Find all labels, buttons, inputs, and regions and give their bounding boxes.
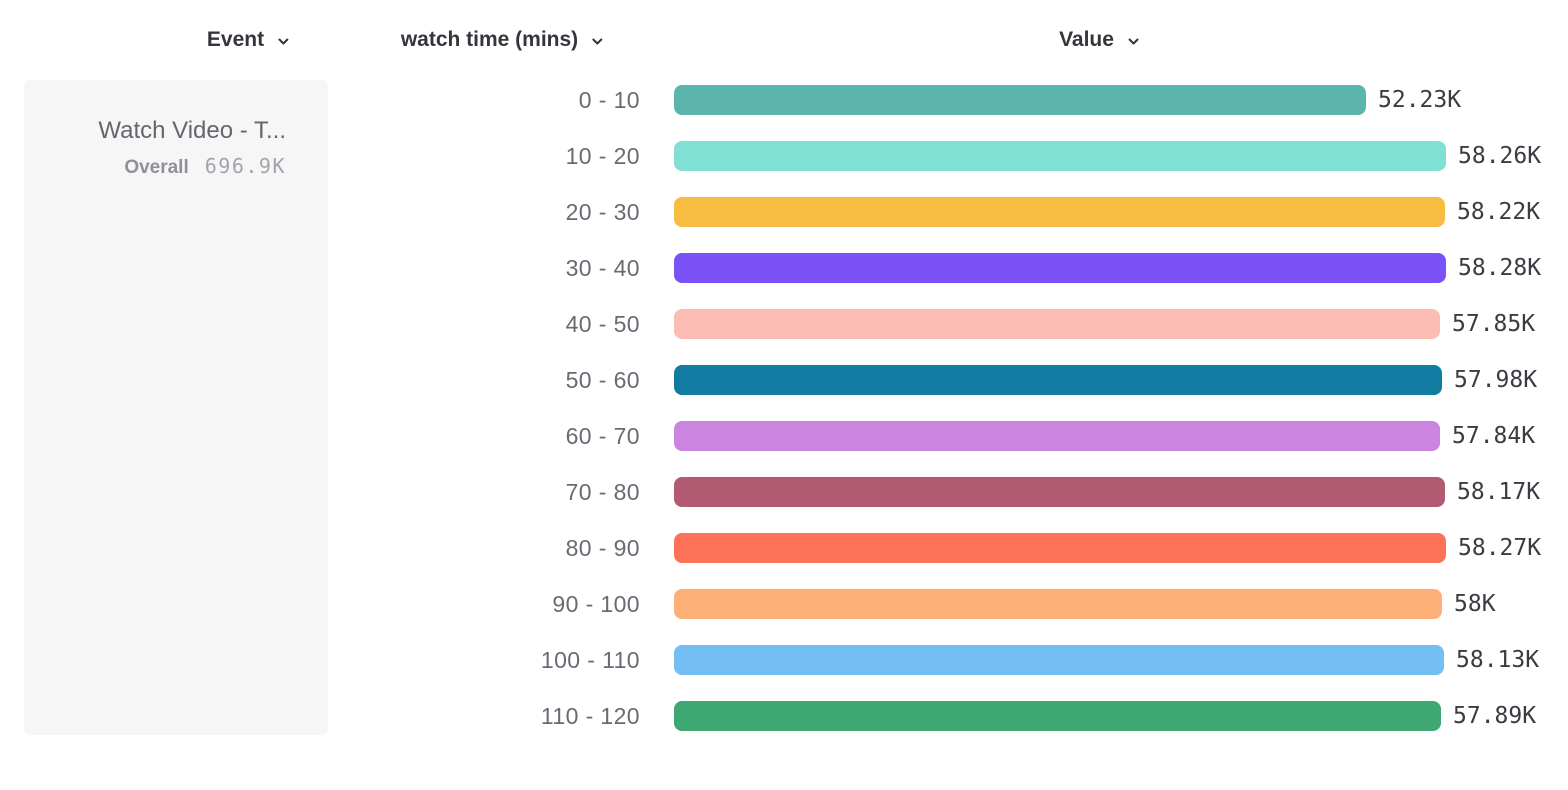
overall-row: Overall 696.9K bbox=[98, 154, 286, 179]
value-label: 52.23K bbox=[1378, 87, 1462, 113]
overall-label: Overall bbox=[124, 157, 189, 178]
value-label: 58.22K bbox=[1457, 199, 1541, 225]
chart-row: 40 - 50 57.85K bbox=[0, 309, 1568, 339]
bucket-label: 50 - 60 bbox=[565, 366, 640, 393]
chart-row: 100 - 110 58.13K bbox=[0, 645, 1568, 675]
chart-row: 10 - 20 58.26K bbox=[0, 141, 1568, 171]
value-column-label: Value bbox=[1059, 28, 1114, 51]
bucket-label: 0 - 10 bbox=[578, 86, 640, 113]
bucket-label: 80 - 90 bbox=[565, 534, 640, 561]
bucket-label: 10 - 20 bbox=[565, 142, 640, 169]
value-label: 58.17K bbox=[1457, 479, 1541, 505]
chart-row: 30 - 40 58.28K bbox=[0, 253, 1568, 283]
value-bar[interactable] bbox=[674, 533, 1446, 563]
event-name[interactable]: Watch Video - T... bbox=[98, 117, 286, 144]
value-label: 57.85K bbox=[1452, 311, 1536, 337]
value-label: 58.28K bbox=[1458, 255, 1542, 281]
overall-value: 696.9K bbox=[204, 154, 286, 178]
value-bar[interactable] bbox=[674, 421, 1440, 451]
value-label: 58K bbox=[1454, 591, 1496, 617]
bucket-label: 100 - 110 bbox=[540, 646, 640, 673]
event-column-header[interactable]: Event bbox=[207, 28, 291, 52]
value-bar[interactable] bbox=[674, 309, 1440, 339]
value-bar[interactable] bbox=[674, 253, 1446, 283]
event-column-label: Event bbox=[206, 28, 265, 51]
value-bar[interactable] bbox=[674, 645, 1444, 675]
value-label: 57.84K bbox=[1452, 423, 1536, 449]
value-label: 58.26K bbox=[1458, 143, 1542, 169]
value-label: 57.89K bbox=[1453, 703, 1537, 729]
bucket-label: 30 - 40 bbox=[565, 254, 640, 281]
value-bar[interactable] bbox=[674, 141, 1446, 171]
chevron-down-icon bbox=[590, 34, 605, 49]
value-label: 58.27K bbox=[1458, 535, 1542, 561]
chevron-down-icon bbox=[1126, 34, 1141, 49]
value-bar[interactable] bbox=[674, 85, 1366, 115]
bucket-label: 40 - 50 bbox=[565, 310, 640, 337]
breakdown-column-header[interactable]: watch time (mins) bbox=[401, 28, 605, 52]
bar-chart: 0 - 10 52.23K 10 - 20 58.26K 20 - 30 58.… bbox=[0, 85, 1568, 757]
chart-row: 90 - 100 58K bbox=[0, 589, 1568, 619]
chart-row: 20 - 30 58.22K bbox=[0, 197, 1568, 227]
chart-row: 110 - 120 57.89K bbox=[0, 701, 1568, 731]
chart-row: 0 - 10 52.23K bbox=[0, 85, 1568, 115]
value-bar[interactable] bbox=[674, 365, 1442, 395]
value-bar[interactable] bbox=[674, 477, 1445, 507]
bucket-label: 60 - 70 bbox=[565, 422, 640, 449]
chart-row: 80 - 90 58.27K bbox=[0, 533, 1568, 563]
value-label: 58.13K bbox=[1456, 647, 1540, 673]
bucket-label: 90 - 100 bbox=[552, 590, 640, 617]
bucket-label: 70 - 80 bbox=[565, 478, 640, 505]
value-bar[interactable] bbox=[674, 589, 1442, 619]
value-bar[interactable] bbox=[674, 701, 1441, 731]
chart-row: 70 - 80 58.17K bbox=[0, 477, 1568, 507]
value-bar[interactable] bbox=[674, 197, 1445, 227]
breakdown-column-label: watch time (mins) bbox=[400, 28, 579, 51]
chart-row: 60 - 70 57.84K bbox=[0, 421, 1568, 451]
event-card: Watch Video - T... Overall 696.9K bbox=[24, 80, 328, 735]
chevron-down-icon bbox=[276, 34, 291, 49]
bucket-label: 20 - 30 bbox=[565, 198, 640, 225]
value-label: 57.98K bbox=[1454, 367, 1538, 393]
chart-row: 50 - 60 57.98K bbox=[0, 365, 1568, 395]
value-column-header[interactable]: Value bbox=[1059, 28, 1141, 52]
bucket-label: 110 - 120 bbox=[540, 702, 640, 729]
